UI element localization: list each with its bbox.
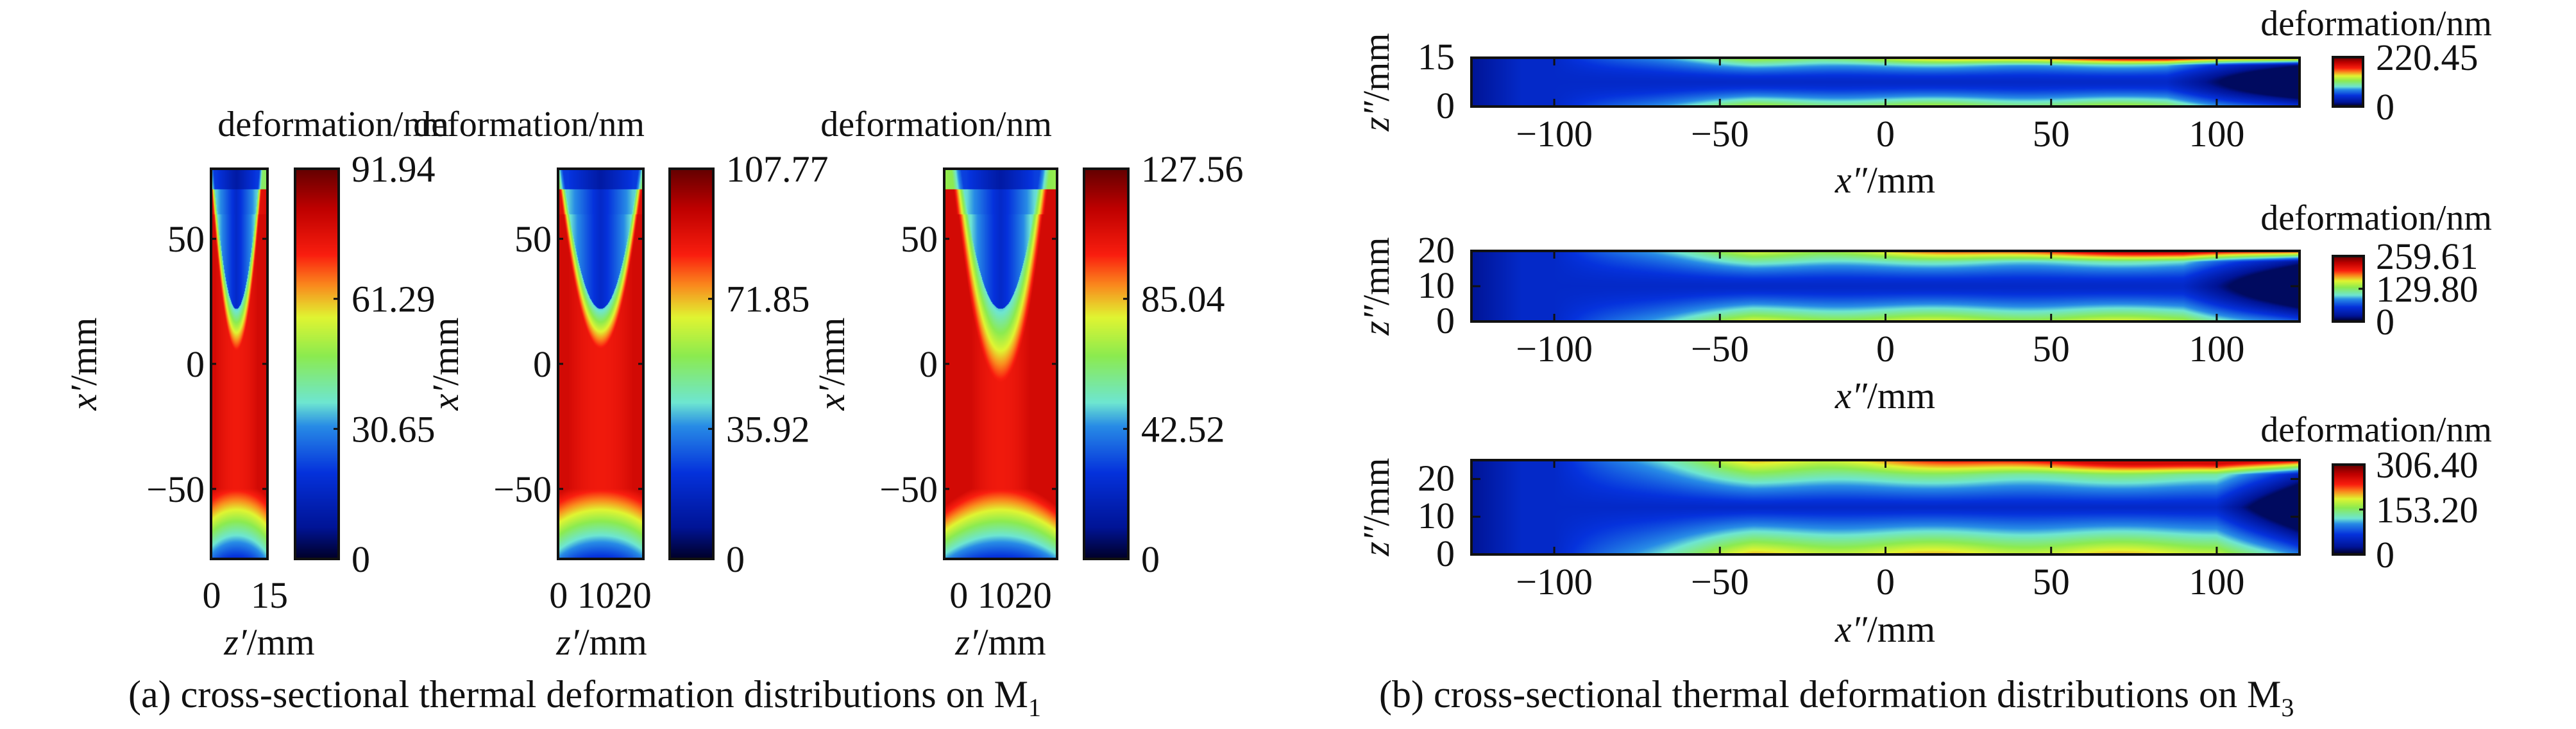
x-axis-label: x″/mm (1835, 159, 1935, 201)
colorbar-tick-label: 35.92 (726, 408, 810, 450)
x-axis-label: z′/mm (223, 621, 315, 663)
y-axis-label: x′/mm (425, 318, 466, 411)
y-tick-label: 0 (1436, 85, 1455, 126)
colorbar-tick-label: 61.29 (352, 279, 436, 320)
x-tick-label: −100 (1516, 113, 1593, 155)
colorbar-tick-label: 0 (2376, 301, 2394, 343)
colorbar-tick-label: 30.65 (352, 408, 436, 450)
x-tick-label: 50 (2033, 328, 2070, 370)
colorbar-tick-label: 127.56 (1141, 148, 1244, 190)
colorbar-tick-label: 259.61 (2376, 236, 2479, 277)
heatmap-b2 (1471, 251, 2300, 322)
x-tick-label: 100 (2189, 561, 2244, 603)
y-tick-label: 50 (167, 218, 205, 260)
plot-frame (1470, 459, 2301, 556)
x-tick-labels: 0 1020 (549, 574, 652, 616)
x-axis-label: x″/mm (1835, 608, 1935, 650)
caption-b: (b) cross-sectional thermal deformation … (1379, 673, 2294, 722)
x-tick-label: 50 (2033, 561, 2070, 603)
x-tick-label: 0 (203, 574, 221, 616)
colorbar-title: deformation/nm (2260, 4, 2492, 44)
y-tick-label: 0 (186, 343, 205, 385)
x-tick-label: 100 (2189, 328, 2244, 370)
colorbar-title: deformation/nm (217, 105, 449, 144)
colorbar-frame (1083, 167, 1130, 560)
x-tick-label: 100 (2189, 113, 2244, 155)
x-axis-label: z′/mm (555, 621, 647, 663)
x-tick-label: −100 (1516, 561, 1593, 603)
colorbar-title: deformation/nm (2260, 198, 2492, 238)
x-tick-label: 0 (1876, 561, 1895, 603)
colorbar-frame (294, 167, 340, 560)
y-tick-label: 20 (1418, 229, 1455, 271)
colorbar-a2 (670, 169, 713, 559)
y-tick-label: 0 (533, 343, 552, 385)
x-axis-label: x″/mm (1835, 375, 1935, 416)
y-tick-label: 10 (1418, 495, 1455, 536)
plot-frame (943, 167, 1058, 560)
y-axis-label: z″/mm (1355, 237, 1397, 336)
y-axis-label: x′/mm (811, 318, 852, 411)
y-tick-label: 20 (1418, 457, 1455, 499)
x-tick-labels: 0 1020 (949, 574, 1052, 616)
colorbar-frame (2332, 56, 2364, 108)
colorbar-b3 (2333, 465, 2364, 554)
colorbar-tick-label: 0 (726, 538, 745, 580)
colorbar-b1 (2333, 57, 2363, 107)
colorbar-a1 (295, 169, 339, 559)
colorbar-tick-label: 71.85 (726, 279, 810, 320)
y-axis-label: x′/mm (63, 318, 105, 411)
y-tick-label: 0 (1436, 533, 1455, 574)
y-tick-label: −50 (879, 468, 938, 510)
y-tick-label: 0 (919, 343, 938, 385)
colorbar-frame (668, 167, 715, 560)
y-axis-label: z″/mm (1355, 458, 1397, 556)
x-tick-label: −100 (1516, 328, 1593, 370)
x-tick-label: 0 (1876, 328, 1895, 370)
y-axis-label: z″/mm (1355, 33, 1397, 132)
y-tick-label: −50 (146, 468, 205, 510)
colorbar-tick-label: 306.40 (2376, 444, 2479, 486)
y-tick-label: −50 (493, 468, 552, 510)
y-tick-label: 50 (514, 218, 552, 260)
heatmap-b1 (1471, 58, 2300, 107)
x-tick-label: 15 (251, 574, 288, 616)
heatmap-b3 (1471, 460, 2300, 554)
colorbar-title: deformation/nm (413, 105, 645, 144)
colorbar-tick-label: 129.80 (2376, 268, 2479, 310)
colorbar-tick-label: 91.94 (352, 148, 436, 190)
plot-frame (557, 167, 645, 560)
heatmap-a2 (558, 169, 643, 559)
x-tick-label: −50 (1691, 328, 1749, 370)
colorbar-tick-label: 0 (352, 538, 370, 580)
heatmap-a3 (944, 169, 1057, 559)
colorbar-tick-label: 0 (1141, 538, 1160, 580)
heatmap-a1 (211, 169, 267, 559)
caption-a: (a) cross-sectional thermal deformation … (128, 673, 1041, 722)
colorbar-tick-label: 85.04 (1141, 279, 1225, 320)
colorbar-tick-label: 107.77 (726, 148, 829, 190)
y-tick-label: 15 (1418, 36, 1455, 78)
x-axis-label: z′/mm (954, 621, 1046, 663)
x-tick-label: −50 (1691, 113, 1749, 155)
colorbar-tick-label: 220.45 (2376, 37, 2479, 78)
y-tick-label: 0 (1436, 300, 1455, 341)
y-tick-label: 10 (1418, 264, 1455, 306)
colorbar-title: deformation/nm (820, 105, 1052, 144)
colorbar-tick-label: 153.20 (2376, 489, 2479, 531)
x-tick-label: 50 (2033, 113, 2070, 155)
colorbar-tick-label: 0 (2376, 86, 2394, 128)
x-tick-label: 0 (1876, 113, 1895, 155)
x-tick-label: −50 (1691, 561, 1749, 603)
colorbar-a3 (1084, 169, 1128, 559)
colorbar-title: deformation/nm (2260, 410, 2492, 450)
plot-frame (210, 167, 269, 560)
colorbar-tick-label: 42.52 (1141, 408, 1225, 450)
plot-frame (1470, 250, 2301, 323)
y-tick-label: 50 (901, 218, 938, 260)
colorbar-tick-label: 0 (2376, 534, 2394, 576)
